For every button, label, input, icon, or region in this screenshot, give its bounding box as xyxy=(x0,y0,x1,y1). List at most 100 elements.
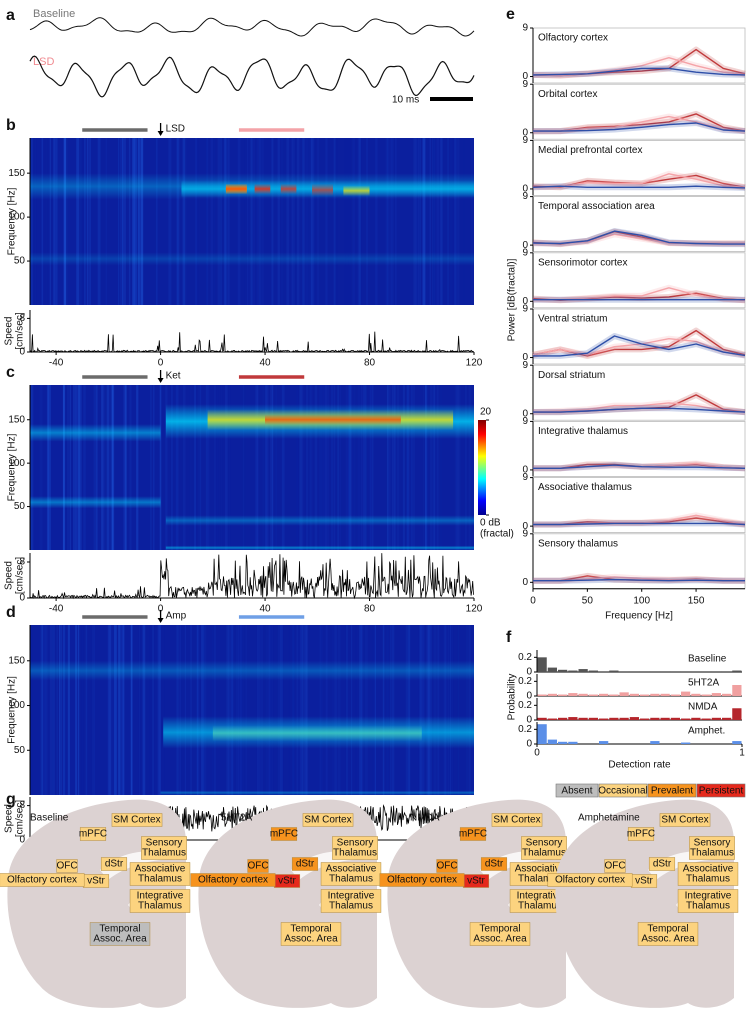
axis-title: [cm/sec] xyxy=(15,557,26,594)
histogram-bar xyxy=(619,717,629,720)
subplot-title: Sensory thalamus xyxy=(538,538,618,549)
region-label: dStr xyxy=(485,859,504,870)
region-box xyxy=(190,873,276,887)
spectrogram-streak xyxy=(63,385,65,550)
y-tick-label: 8 xyxy=(19,313,25,324)
region-label: Thalamus xyxy=(522,848,566,859)
scale-bar-label: 10 ms xyxy=(392,95,419,106)
spectrogram-streak xyxy=(265,385,269,550)
x-tick-label: 1 xyxy=(739,748,745,759)
trace-label: LSD xyxy=(33,56,54,68)
histogram-bar xyxy=(722,671,732,672)
spectrogram-streak xyxy=(123,385,126,550)
spectrogram-streak xyxy=(302,138,306,305)
spectrogram-band xyxy=(265,414,401,425)
region-box xyxy=(547,873,633,887)
spectrogram-streak xyxy=(196,138,199,305)
spectrogram-streak xyxy=(140,138,143,305)
spectrogram-streak xyxy=(371,385,374,550)
spectrum-line xyxy=(533,122,746,132)
spectrogram-streak xyxy=(237,138,241,305)
spectrogram-streak xyxy=(346,625,348,795)
histogram-bar xyxy=(599,741,609,744)
spectrogram-streak xyxy=(466,625,468,795)
histogram-bar xyxy=(732,685,742,696)
spectrogram-streak xyxy=(288,625,290,795)
spectrogram-streak xyxy=(449,625,452,795)
region-box xyxy=(604,859,626,873)
subplot-title: Integrative thalamus xyxy=(538,426,628,437)
region-label: Thalamus xyxy=(333,848,377,859)
spectrogram-streak xyxy=(280,625,283,795)
spectrogram-streak xyxy=(388,138,390,305)
trace xyxy=(29,55,475,98)
spectrogram-streak xyxy=(78,385,82,550)
histogram-bar xyxy=(619,692,629,696)
spectrogram-streak xyxy=(317,138,320,305)
histogram-bar xyxy=(670,717,680,720)
spectrogram-streak xyxy=(30,138,33,305)
axis-title: [cm/sec] xyxy=(15,312,26,349)
spectrogram-streak xyxy=(374,625,376,795)
spectrogram-streak xyxy=(453,138,457,305)
legend-label: Persistent xyxy=(699,786,744,797)
y-tick-label: 0.2 xyxy=(518,700,532,711)
spectrogram-streak xyxy=(250,138,253,305)
region-label: Integrative xyxy=(517,891,564,902)
region-label: SM Cortex xyxy=(493,815,540,826)
region-box xyxy=(469,922,531,946)
spectrogram-streak xyxy=(199,625,200,795)
histogram-bar xyxy=(568,670,578,672)
spectrogram-streak xyxy=(193,385,197,550)
spectrogram-streak xyxy=(362,385,366,550)
drug-arrow-head xyxy=(157,618,164,623)
spectrogram-streak xyxy=(56,625,58,795)
spectrogram-streak xyxy=(369,385,372,550)
histogram-bar xyxy=(609,717,619,720)
histogram-bar xyxy=(640,694,650,696)
spectrogram-streak xyxy=(348,385,352,550)
spectrogram-streak xyxy=(62,385,66,550)
colorbar-label: 20 xyxy=(480,407,492,418)
histogram-bar xyxy=(568,741,578,744)
spectrogram-streak xyxy=(351,625,353,795)
histogram-bar xyxy=(640,718,650,720)
region-label: dStr xyxy=(653,859,672,870)
spectrogram-streak xyxy=(256,385,259,550)
y-tick-label: 0 xyxy=(19,835,25,846)
region-label: Thalamus xyxy=(690,848,734,859)
spectrogram-streak xyxy=(454,385,457,550)
region-box xyxy=(637,922,699,946)
histogram-bar xyxy=(537,717,547,720)
histogram-bar xyxy=(629,693,639,696)
spectrogram-streak xyxy=(468,385,472,550)
spectrogram-streak xyxy=(405,625,408,795)
spectrogram-streak xyxy=(118,625,121,795)
spectrogram-streak xyxy=(59,625,61,795)
spectrogram-streak xyxy=(383,625,385,795)
region-label: Integrative xyxy=(328,891,375,902)
spectrogram-streak xyxy=(72,385,76,550)
axis-title: [cm/sec] xyxy=(15,800,26,837)
spectrogram-streak xyxy=(132,138,135,305)
spectrogram-streak xyxy=(212,625,213,795)
spectrogram-streak xyxy=(350,138,351,305)
x-tick-label: 150 xyxy=(688,595,705,606)
spectrogram-streak xyxy=(206,138,208,305)
spectrogram-streak xyxy=(63,138,66,305)
spectrogram-streak xyxy=(414,138,418,305)
spectrogram-streak xyxy=(282,625,284,795)
colorbar xyxy=(478,420,486,515)
legend-swatch xyxy=(647,783,697,798)
spectrum-line xyxy=(533,464,746,469)
spectrogram-streak xyxy=(386,385,389,550)
spectrogram-streak xyxy=(451,138,454,305)
region-label: Olfactory cortex xyxy=(7,875,77,886)
region-box xyxy=(491,813,543,827)
histogram-bar xyxy=(681,742,691,744)
spectrogram-streak xyxy=(456,385,459,550)
spectrogram-streak xyxy=(195,138,197,305)
axis-title: Speed xyxy=(4,561,15,590)
spectrogram-streak xyxy=(75,385,78,550)
histogram-bar xyxy=(629,717,639,720)
